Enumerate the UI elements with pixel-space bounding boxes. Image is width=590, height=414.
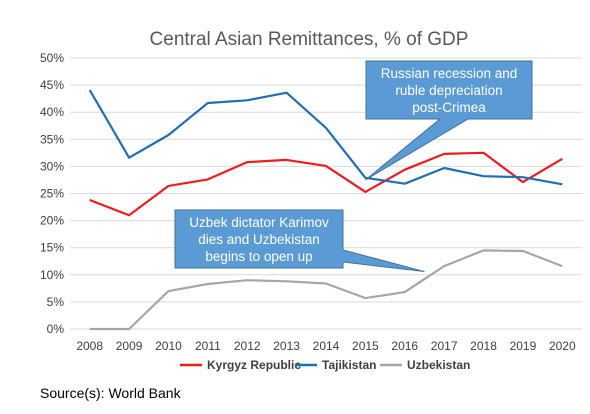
x-tick-label: 2017 — [431, 339, 458, 353]
x-tick-label: 2019 — [510, 339, 537, 353]
legend-label: Uzbekistan — [407, 358, 470, 372]
y-tick-label: 50% — [40, 51, 64, 65]
y-tick-label: 25% — [40, 187, 64, 201]
x-tick-label: 2014 — [313, 339, 340, 353]
annotation-text: post-Crimea — [412, 100, 486, 115]
x-axis-ticks: 2008 2009 2010 2011 2012 2013 2014 2015 2016 2017… — [76, 339, 576, 353]
x-tick-label: 2015 — [352, 339, 379, 353]
y-tick-label: 20% — [40, 214, 64, 228]
x-tick-label: 2009 — [116, 339, 143, 353]
series-line-kyrgyz-republic — [89, 151, 563, 217]
x-tick-label: 2011 — [195, 339, 221, 353]
y-tick-label: 0% — [47, 322, 65, 336]
x-tick-label: 2008 — [76, 339, 103, 353]
y-tick-label: 30% — [40, 159, 64, 173]
y-tick-label: 15% — [40, 241, 64, 255]
x-tick-label: 2010 — [155, 339, 182, 353]
series-line-uzbekistan — [89, 249, 563, 331]
callout-bubble — [365, 60, 533, 181]
x-tick-label: 2012 — [234, 339, 261, 353]
annotation-text: begins to open up — [205, 249, 312, 264]
y-tick-label: 5% — [47, 295, 65, 309]
series-lines — [88, 89, 563, 331]
legend-label: Kyrgyz Republic — [207, 358, 301, 372]
legend: Kyrgyz Republic Tajikistan Uzbekistan — [180, 358, 470, 372]
annotations: Russian recession and ruble depreciation p… — [174, 60, 533, 273]
x-tick-label: 2013 — [273, 339, 300, 353]
source-note: Source(s): World Bank — [40, 385, 181, 401]
legend-label: Tajikistan — [322, 358, 376, 372]
y-tick-label: 10% — [40, 268, 64, 282]
y-tick-label: 40% — [40, 105, 64, 119]
annotation-text: dies and Uzbekistan — [198, 232, 320, 247]
annotation-text: ruble depreciation — [395, 83, 502, 98]
annotation-text: Russian recession and — [381, 66, 518, 81]
x-tick-label: 2016 — [391, 339, 418, 353]
x-tick-label: 2020 — [549, 339, 576, 353]
y-tick-label: 35% — [40, 132, 64, 146]
annotation-text: Uzbek dictator Karimov — [189, 215, 329, 230]
callout-bubble — [174, 209, 425, 273]
y-axis-ticks: 0% 5% 10% 15% 20% 25% 30% 35% 40% 45% 50% — [40, 51, 64, 336]
chart-title: Central Asian Remittances, % of GDP — [150, 29, 469, 50]
y-tick-label: 45% — [40, 78, 64, 92]
series-line-tajikistan — [88, 89, 563, 186]
x-tick-label: 2018 — [470, 339, 497, 353]
